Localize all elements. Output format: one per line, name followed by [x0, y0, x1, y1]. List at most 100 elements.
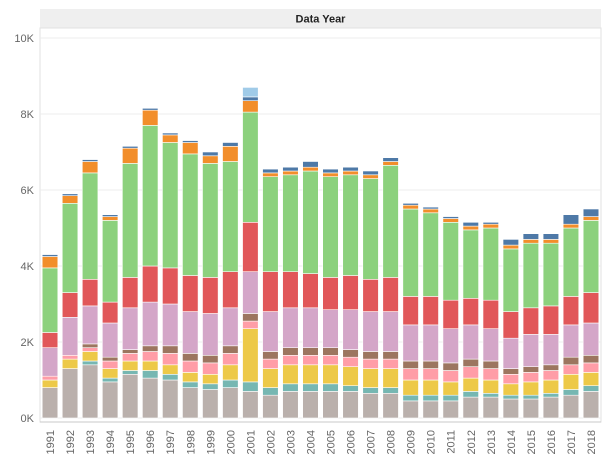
x-tick-label: 2000: [225, 430, 237, 454]
bar-segment: [302, 170, 319, 274]
bar-segment: [302, 364, 319, 385]
x-tick-label: 2006: [346, 430, 358, 454]
bar-segment: [102, 214, 119, 217]
bar-segment: [522, 242, 539, 309]
bar-segment: [502, 373, 519, 385]
bar-segment: [422, 368, 439, 381]
bar-segment: [262, 176, 279, 272]
bar-stack: [122, 146, 139, 419]
bar-segment: [522, 398, 539, 419]
bar-segment: [342, 170, 359, 176]
bar-segment: [282, 354, 299, 366]
bar-segment: [502, 311, 519, 339]
bar-segment: [61, 316, 79, 356]
bar-segment: [402, 203, 419, 206]
bar-segment: [102, 360, 119, 369]
bar-segment: [262, 271, 279, 312]
bar-segment: [202, 362, 219, 375]
bar-segment: [502, 239, 519, 246]
bar-segment: [122, 147, 139, 164]
bar-segment: [502, 394, 519, 400]
bar-segment: [262, 368, 279, 388]
bar-segment: [462, 222, 479, 227]
bar-segment: [482, 392, 499, 398]
bar-segment: [542, 364, 560, 371]
bar-segment: [362, 174, 379, 179]
x-tick-label: 2011: [446, 430, 458, 454]
bar-segment: [322, 277, 339, 310]
bar-segment: [462, 297, 479, 326]
bar-segment: [542, 379, 560, 394]
bar-segment: [482, 299, 499, 330]
bar-segment: [41, 347, 59, 377]
bar-segment: [562, 364, 580, 375]
bar-segment: [222, 307, 239, 347]
bar-segment: [61, 354, 79, 360]
bar-segment: [262, 172, 279, 177]
x-tick-label: 1997: [165, 430, 177, 454]
bar-segment: [462, 391, 479, 398]
bar-segment: [282, 307, 299, 348]
bar-segment: [142, 377, 159, 419]
bar-segment: [222, 345, 239, 354]
bar-segment: [242, 100, 259, 113]
bar-segment: [81, 305, 99, 345]
bar-segment: [422, 296, 439, 326]
bar-segment: [542, 305, 560, 335]
x-tick-label: 2018: [586, 430, 598, 454]
x-tick-label: 2004: [305, 430, 317, 454]
bar-segment: [462, 229, 479, 299]
bar-segment: [102, 220, 119, 303]
bar-stack: [442, 216, 459, 419]
bar-segment: [502, 368, 519, 375]
bar-stack: [382, 157, 399, 419]
bar-segment: [582, 385, 600, 392]
bar-segment: [322, 172, 339, 177]
bar-stack: [342, 166, 359, 419]
bar-segment: [402, 204, 419, 210]
bar-segment: [282, 170, 299, 176]
bar-segment: [222, 379, 239, 388]
y-tick-label: 4K: [21, 261, 35, 273]
bar-segment: [542, 370, 560, 381]
y-tick-label: 6K: [21, 185, 35, 197]
bar-segment: [422, 400, 439, 419]
bar-segment: [342, 349, 359, 358]
x-tick-label: 1999: [205, 430, 217, 454]
y-tick-label: 8K: [21, 109, 35, 121]
bar-segment: [562, 389, 580, 396]
bar-segment: [282, 383, 299, 392]
bar-stack: [522, 233, 539, 419]
bar-segment: [162, 364, 179, 375]
bar-stack: [462, 222, 479, 419]
bar-segment: [582, 391, 600, 419]
bar-segment: [142, 345, 159, 352]
bar-segment: [362, 311, 379, 352]
bar-segment: [122, 307, 139, 350]
bar-segment: [402, 360, 419, 369]
bar-segment: [442, 381, 459, 396]
bar-segment: [122, 360, 139, 371]
bar-segment: [182, 372, 199, 383]
bar-segment: [182, 153, 199, 276]
bar-segment: [382, 392, 399, 419]
bar-segment: [162, 267, 179, 305]
bar-segment: [542, 239, 560, 244]
bar-segment: [362, 278, 379, 312]
bar-segment: [462, 358, 479, 368]
bar-segment: [442, 328, 459, 364]
bar-segment: [182, 353, 199, 362]
bar-segment: [322, 391, 339, 419]
x-tick-label: 2015: [526, 430, 538, 454]
bar-segment: [482, 227, 499, 301]
bar-segment: [41, 387, 59, 419]
bar-segment: [382, 277, 399, 312]
bar-segment: [182, 142, 199, 155]
bar-stack: [282, 166, 299, 419]
bar-segment: [362, 170, 379, 176]
bar-segment: [222, 387, 239, 419]
bar-segment: [382, 311, 399, 352]
x-tick-label: 1996: [145, 430, 157, 454]
x-axis-ticks: 1991 1992 1993 1994 1995 1996 1997 1998 1999 2000…: [45, 430, 598, 454]
